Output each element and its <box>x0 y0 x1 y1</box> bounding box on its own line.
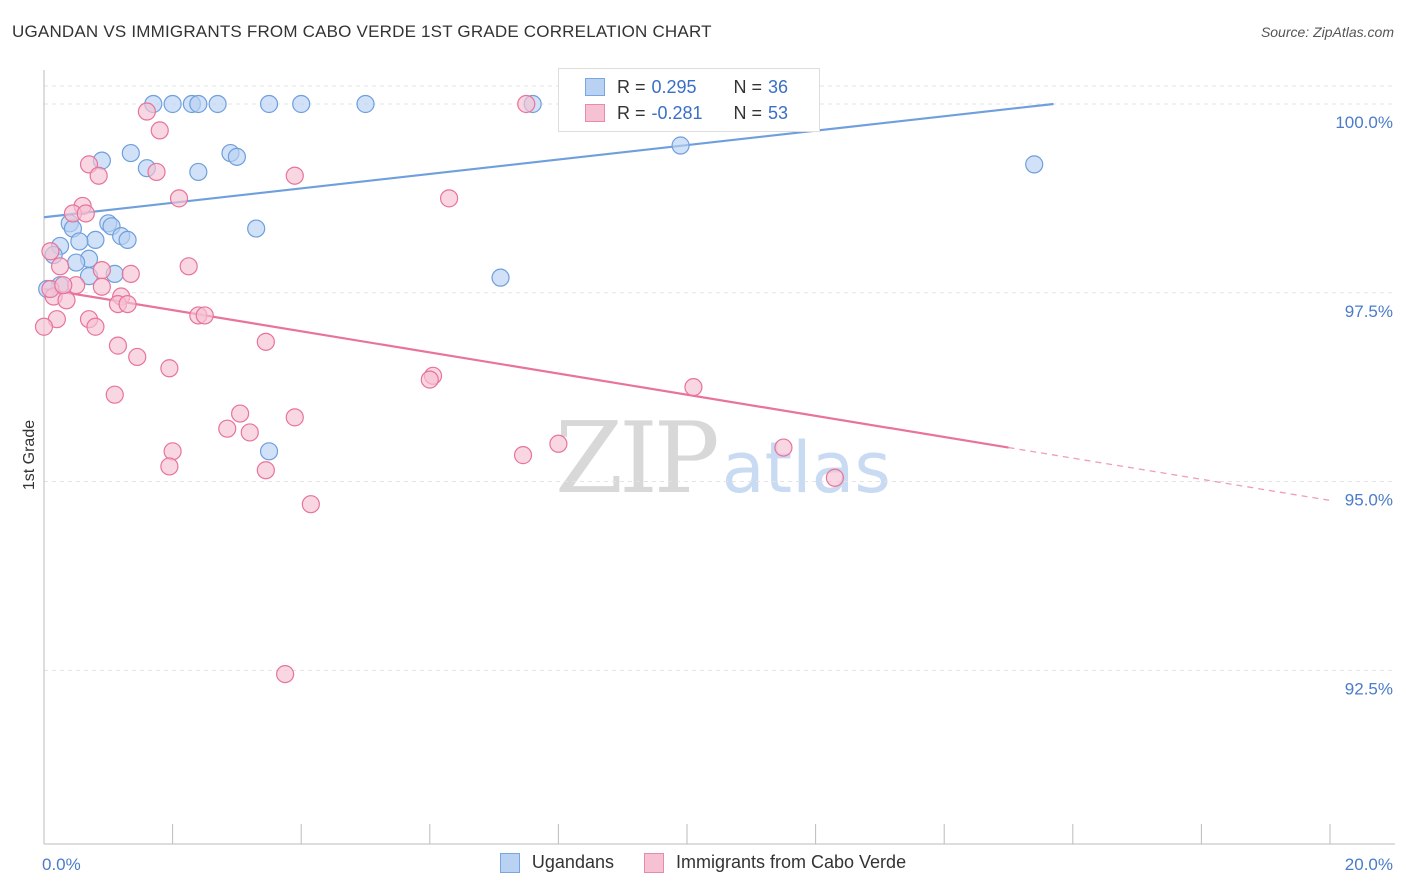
legend-swatch-ugandans <box>585 78 605 96</box>
point-1-11 <box>76 204 95 223</box>
point-0-9 <box>121 143 140 163</box>
watermark-atlas: atlas <box>721 427 891 509</box>
point-1-0 <box>517 94 536 114</box>
axes <box>43 70 1395 845</box>
point-1-42 <box>549 434 568 453</box>
legend-r-value: -0.281 <box>651 102 703 123</box>
y-axis-label: 1st Grade <box>21 420 38 490</box>
point-1-7 <box>439 189 459 208</box>
point-1-36 <box>684 378 703 397</box>
trend-line-1 <box>43 287 1009 449</box>
point-0-7 <box>356 94 375 114</box>
point-1-45 <box>513 446 533 465</box>
legend-swatch-cabo-verde <box>585 104 605 122</box>
point-0-25 <box>70 232 89 251</box>
point-1-5 <box>147 162 166 182</box>
point-0-6 <box>292 94 311 114</box>
point-0-4 <box>208 94 227 114</box>
point-1-40 <box>218 419 237 438</box>
point-1-6 <box>285 166 304 185</box>
point-1-16 <box>121 264 140 283</box>
point-1-46 <box>160 457 179 476</box>
grid-lines <box>44 85 1395 671</box>
point-0-16 <box>671 136 690 155</box>
trend-extension-1 <box>1008 446 1331 502</box>
point-1-48 <box>825 468 844 487</box>
point-0-3 <box>189 94 208 114</box>
point-1-1 <box>137 102 156 121</box>
point-1-15 <box>92 261 111 280</box>
y-tick-label-1: 97.5% <box>1345 302 1393 321</box>
source-credit: Source: ZipAtlas.com <box>1260 24 1394 40</box>
point-1-21 <box>57 291 76 310</box>
point-1-23 <box>118 294 137 314</box>
point-1-33 <box>160 359 179 378</box>
watermark-zip: ZIP <box>555 402 720 516</box>
point-0-22 <box>118 230 137 250</box>
point-0-15 <box>1025 155 1044 174</box>
point-1-28 <box>34 317 54 336</box>
point-0-24 <box>86 230 105 250</box>
point-1-14 <box>179 257 198 276</box>
point-1-41 <box>240 423 259 442</box>
legend-label-cabo-verde: Immigrants from Cabo Verde <box>675 852 907 872</box>
point-1-44 <box>163 442 182 461</box>
trend-line-0 <box>43 102 1054 219</box>
legend-swatch-cabo-verde <box>643 852 664 873</box>
y-tick-label-0: 100.0% <box>1335 113 1393 132</box>
point-1-29 <box>86 317 105 336</box>
y-tick-label-2: 95.0% <box>1345 491 1393 510</box>
legend-item-ugandans[interactable]: Ugandans <box>499 852 614 873</box>
legend-n-value: 36 <box>768 76 789 97</box>
point-1-39 <box>285 408 304 427</box>
legend-n-value: 53 <box>768 102 789 123</box>
legend-n-label: N = <box>733 102 763 123</box>
point-0-35 <box>259 442 279 461</box>
point-1-4 <box>89 166 108 185</box>
x-tick-label-1: 20.0% <box>1345 855 1393 874</box>
point-1-50 <box>276 664 295 684</box>
point-0-29 <box>67 253 86 272</box>
point-1-25 <box>195 306 214 325</box>
point-1-49 <box>301 495 320 514</box>
point-0-32 <box>491 268 510 287</box>
point-1-37 <box>105 385 124 404</box>
chart-title: UGANDAN VS IMMIGRANTS FROM CABO VERDE 1S… <box>12 22 712 41</box>
point-1-52 <box>54 276 73 295</box>
x-tick-label-0: 0.0% <box>42 855 81 874</box>
point-1-13 <box>50 257 70 276</box>
point-1-18 <box>92 277 111 296</box>
legend-n-label: N = <box>733 76 763 97</box>
legend-row-cabo-verde: R = -0.281 N = 53 <box>585 101 788 125</box>
point-0-13 <box>227 147 246 166</box>
point-1-35 <box>420 370 439 389</box>
legend-item-cabo-verde[interactable]: Immigrants from Cabo Verde <box>643 852 907 873</box>
series-legend: Ugandans Immigrants from Cabo Verde <box>0 852 1406 873</box>
point-1-38 <box>231 404 250 423</box>
data-points <box>34 94 1044 684</box>
point-1-8 <box>169 189 189 208</box>
watermark: ZIPatlas <box>555 402 891 516</box>
point-1-32 <box>128 347 147 367</box>
legend-r-label: R = <box>617 76 646 97</box>
point-1-31 <box>256 332 275 351</box>
legend-r-label: R = <box>617 102 646 123</box>
y-tick-label-3: 92.5% <box>1345 679 1393 698</box>
point-1-43 <box>774 438 793 457</box>
point-0-11 <box>189 162 208 182</box>
point-1-47 <box>256 461 275 480</box>
legend-swatch-ugandans <box>499 852 520 873</box>
legend-r-value: 0.295 <box>651 76 697 97</box>
legend-row-ugandans: R = 0.295 N = 36 <box>585 75 788 99</box>
stats-legend: R = 0.295 N = 36 R = -0.281 N = 53 <box>558 68 820 132</box>
point-0-5 <box>259 94 279 114</box>
legend-label-ugandans: Ugandans <box>531 852 614 872</box>
point-1-30 <box>108 336 128 355</box>
point-0-1 <box>163 94 182 114</box>
point-1-2 <box>150 121 169 140</box>
axis-labels: 100.0% 97.5% 95.0% 92.5% 0.0% 20.0% 1st Grade <box>21 113 1393 874</box>
point-0-23 <box>247 219 266 238</box>
point-1-12 <box>41 242 60 261</box>
